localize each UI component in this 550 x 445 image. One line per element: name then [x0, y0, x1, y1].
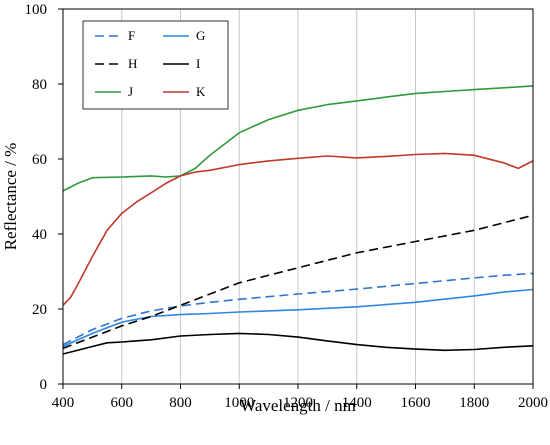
x-tick-label: 1600 — [401, 395, 431, 411]
x-tick-label: 1000 — [224, 395, 254, 411]
y-tick-label: 60 — [32, 152, 47, 168]
series-line-K — [62, 152, 534, 306]
legend-label-F: F — [128, 28, 135, 43]
legend-label-H: H — [128, 56, 137, 71]
y-tick-label: 80 — [32, 77, 47, 93]
x-axis-label: Wavelength / nm — [240, 396, 356, 415]
y-tick-label: 40 — [32, 227, 47, 243]
legend-box — [82, 20, 229, 110]
series-line-F — [62, 272, 534, 346]
x-tick-label: 1400 — [342, 395, 372, 411]
legend-label-K: K — [196, 84, 206, 99]
series-line-J — [62, 85, 534, 192]
x-tick-label: 400 — [52, 395, 75, 411]
y-axis-label: Reflectance / % — [1, 143, 20, 251]
x-tick-label: 800 — [169, 395, 192, 411]
series-lines — [62, 85, 534, 355]
legend-label-J: J — [128, 84, 133, 99]
series-line-H — [62, 214, 534, 350]
legend: F G H I J K — [82, 20, 229, 110]
x-tick-label: 1800 — [459, 395, 489, 411]
y-tick-label: 20 — [32, 302, 47, 318]
x-tick-label: 2000 — [518, 395, 548, 411]
legend-label-G: G — [196, 28, 205, 43]
series-line-G — [62, 288, 534, 348]
y-tick-label: 0 — [40, 377, 48, 393]
ticks: 400 600 800 1000 1200 1400 1600 1800 2000 0 20 40 60… — [25, 2, 549, 411]
series-line-I — [62, 332, 534, 355]
x-tick-label: 600 — [111, 395, 134, 411]
x-tick-label: 1200 — [283, 395, 313, 411]
legend-label-I: I — [196, 56, 200, 71]
y-tick-label: 100 — [25, 2, 48, 18]
